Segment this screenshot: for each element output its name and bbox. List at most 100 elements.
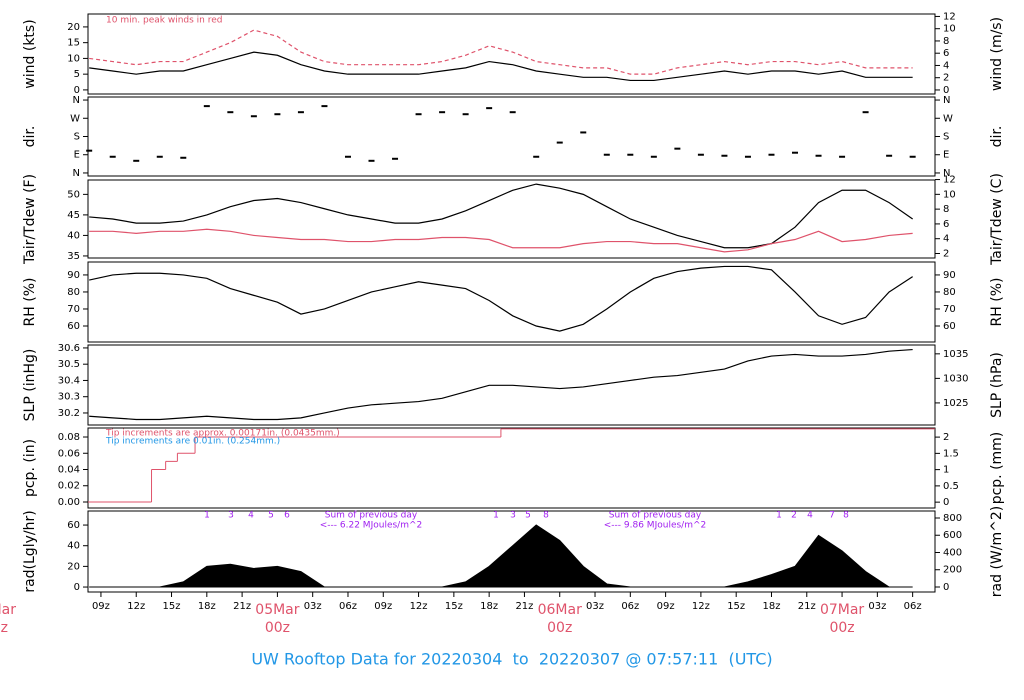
panel-note: Tip increments are approx. 0.00171in. (0… [105, 429, 340, 439]
day-number: 7 [829, 511, 835, 521]
y-tick-label: 50 [67, 189, 80, 200]
y2-tick-label: 0 [943, 497, 949, 508]
series-line [89, 228, 913, 253]
y-axis-label: RH (%) [22, 278, 38, 327]
y-tick-label: S [74, 132, 80, 143]
y-tick-label: 5 [74, 69, 80, 80]
y2-tick-label: 90 [943, 270, 956, 281]
series-line [89, 51, 913, 82]
y2-tick-label: 2 [943, 432, 949, 443]
panel-frame [87, 96, 936, 177]
y-axis-label: SLP (inHg) [22, 349, 38, 422]
y-tick-label: 70 [67, 304, 80, 315]
sum-text: <--- 6.22 MJoules/m^2 [320, 521, 422, 531]
y2-tick-label: 1035 [943, 349, 968, 360]
y-tick-label: N [73, 95, 80, 106]
y-tick-label: 15 [67, 38, 80, 49]
sum-title: Sum of previous day [325, 511, 418, 521]
y2-axis-label: SLP (hPa) [989, 352, 1005, 418]
day-label: 06Mar [538, 602, 582, 618]
x-tick-label: 09z [374, 601, 392, 612]
y2-tick-label: 2 [943, 73, 949, 84]
y-axis-label: dir. [22, 126, 38, 148]
y-tick-label: 30.3 [58, 392, 80, 403]
y2-tick-label: W [943, 113, 953, 124]
day-sublabel: 00z [547, 620, 572, 636]
series-line [89, 183, 913, 249]
day-label: 07Mar [820, 602, 864, 618]
day-number: 1 [776, 511, 782, 521]
y-tick-label: 20 [67, 22, 80, 33]
panel-note: 10 min. peak winds in red [106, 16, 223, 26]
y-tick-label: 35 [67, 251, 80, 262]
day-number: 1 [493, 511, 499, 521]
y2-axis-label: Tair/Tdew (C) [989, 173, 1005, 266]
y-tick-label: 80 [67, 287, 80, 298]
x-tick-label: 15z [163, 601, 181, 612]
y-tick-label: 0.02 [58, 481, 80, 492]
y2-tick-label: 12 [943, 11, 956, 22]
x-tick-label: 15z [727, 601, 745, 612]
panel-frame [87, 510, 936, 593]
x-tick-label: 21z [798, 601, 816, 612]
y-tick-label: 30.2 [58, 408, 80, 419]
y-tick-label: N [73, 168, 80, 179]
x-tick-label: 06z [621, 601, 639, 612]
y-tick-label: 90 [67, 270, 80, 281]
y-tick-label: 0.08 [58, 432, 80, 443]
y-tick-label: 40 [67, 230, 80, 241]
day-number: 1 [204, 511, 210, 521]
y2-axis-label: rad (W/m^2) [989, 506, 1005, 597]
series-line [89, 265, 913, 332]
y2-tick-label: 200 [943, 565, 962, 576]
panel-note: Tip increments are 0.01in. (0.254mm.) [105, 437, 280, 447]
y2-tick-label: S [943, 132, 949, 143]
y2-tick-label: 8 [943, 204, 949, 215]
day-label: 05Mar [255, 602, 299, 618]
y-tick-label: 30.4 [58, 375, 80, 386]
y-axis-label: Tair/Tdew (F) [22, 174, 38, 265]
y-axis-label: wind (kts) [22, 19, 38, 88]
y-tick-label: 20 [67, 561, 80, 572]
y2-tick-label: N [943, 168, 950, 179]
y2-tick-label: 60 [943, 321, 956, 332]
y2-axis-label: pcp. (mm) [989, 432, 1005, 505]
y2-tick-label: 1030 [943, 373, 968, 384]
day-label: Mar [0, 602, 16, 618]
panel-frame [87, 427, 936, 509]
day-number: 2 [791, 511, 797, 521]
day-number: 5 [268, 511, 274, 521]
y2-tick-label: 0 [943, 85, 949, 96]
y2-tick-label: N [943, 95, 950, 106]
y2-tick-label: 12 [943, 175, 956, 186]
radiation-area [89, 524, 913, 588]
y2-tick-label: 70 [943, 304, 956, 315]
y-tick-label: 0 [74, 85, 80, 96]
y-tick-label: 30.6 [58, 343, 80, 354]
x-tick-label: 03z [586, 601, 604, 612]
y-tick-label: 0 [74, 582, 80, 593]
day-number: 6 [284, 511, 290, 521]
sum-text: <--- 9.86 MJoules/m^2 [604, 521, 706, 531]
y2-tick-label: 4 [943, 60, 949, 71]
day-sublabel: 00z [265, 620, 290, 636]
day-number: 3 [228, 511, 234, 521]
x-tick-label: 12z [127, 601, 145, 612]
y2-tick-label: 80 [943, 287, 956, 298]
day-number: 4 [807, 511, 813, 521]
x-tick-label: 09z [657, 601, 675, 612]
y2-tick-label: 10 [943, 189, 956, 200]
y-tick-label: 60 [67, 520, 80, 531]
y2-tick-label: 10 [943, 24, 956, 35]
y2-axis-label: RH (%) [989, 278, 1005, 327]
y2-tick-label: 1 [943, 465, 949, 476]
y2-axis-label: dir. [989, 126, 1005, 148]
x-tick-label: 09z [92, 601, 110, 612]
y2-tick-label: 600 [943, 530, 962, 541]
panel-frame [87, 344, 936, 426]
panel-frame [87, 13, 936, 95]
y2-axis-label: wind (m/s) [989, 17, 1005, 91]
y-tick-label: 40 [67, 541, 80, 552]
series-line [89, 348, 913, 421]
